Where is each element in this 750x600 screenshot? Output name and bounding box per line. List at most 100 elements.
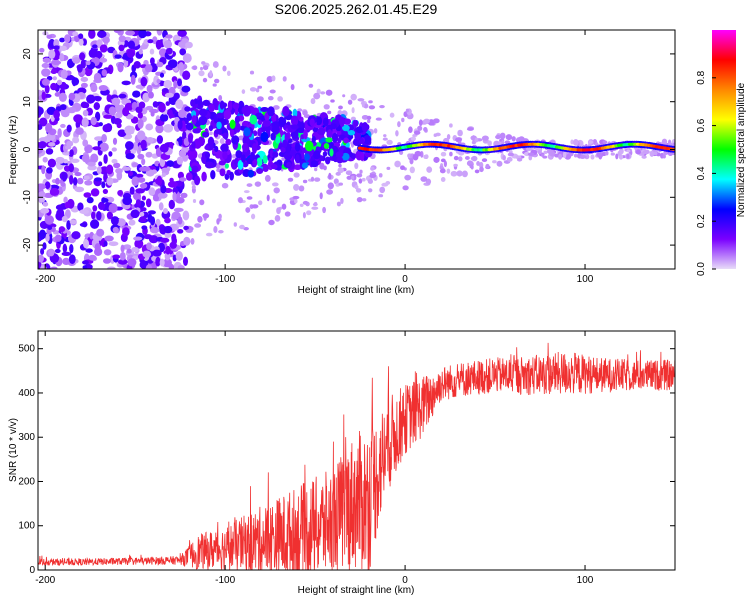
spectrogram-cell — [168, 199, 175, 210]
spectrogram-cell — [351, 175, 355, 180]
spectrogram-cell — [201, 61, 206, 65]
spectrogram-cell — [282, 139, 288, 149]
spectrogram-cell — [130, 209, 140, 219]
spectrogram-cell — [97, 30, 107, 39]
spectrogram-cell — [368, 105, 376, 110]
spectrogram-cell — [322, 151, 328, 157]
spectrogram-cell — [323, 143, 330, 149]
spectrogram-cell — [221, 182, 229, 189]
spectrogram-cell — [264, 174, 271, 182]
spectrogram-cell — [88, 48, 98, 58]
spectrogram-cell — [144, 64, 153, 73]
spectrogram-cell — [45, 123, 53, 133]
spectrogram-cell — [191, 141, 196, 149]
spectrogram-cell — [185, 172, 193, 181]
spectrogram-cell — [588, 140, 594, 144]
spectrogram-cell — [122, 227, 130, 237]
spectrogram-cell — [469, 164, 473, 169]
spectrogram-cell — [472, 135, 476, 142]
spectrogram-cell — [157, 192, 168, 199]
spectrogram-cell — [330, 99, 335, 103]
spectrogram-cell — [378, 194, 384, 198]
spectrogram-cell — [142, 250, 152, 258]
spectrogram-cell — [345, 170, 353, 176]
spectrogram-cell — [178, 177, 187, 182]
spectrogram-cell — [134, 238, 144, 249]
spectrogram-cell — [45, 233, 50, 242]
spectrogram-cell — [160, 184, 167, 194]
spectrogram-cell — [267, 106, 275, 117]
spectrogram-cell — [198, 115, 208, 126]
spectrogram-cell — [74, 186, 85, 193]
spectrogram-cell — [502, 155, 506, 161]
spectrogram-cell — [98, 201, 106, 211]
spectrogram-cell — [471, 155, 478, 162]
spectrogram-cell — [96, 210, 102, 221]
spectrogram-cell — [290, 84, 295, 91]
spectrogram-cell — [394, 160, 401, 168]
spectrogram-cell — [71, 231, 81, 240]
spectrogram-cell — [298, 185, 305, 192]
spectrogram-cell — [310, 98, 316, 105]
spectrogram-cell — [106, 176, 114, 186]
spectrogram-cell — [156, 61, 164, 68]
spectrogram-cell — [319, 192, 323, 200]
spectrogram-cell — [155, 178, 163, 185]
snr-series-line — [38, 342, 675, 570]
spectrogram-cell — [218, 94, 223, 102]
spectrogram-cell — [590, 154, 595, 160]
spectrogram-cell — [82, 260, 89, 265]
spectrogram-cell — [78, 38, 84, 46]
spectrogram-cell — [78, 33, 84, 39]
colorbar-label: Normalized spectral amplitude — [736, 82, 747, 217]
colorbar-tick-label: 0.2 — [696, 214, 707, 228]
spectrogram-cell — [378, 173, 383, 178]
spectrogram-cell — [184, 106, 191, 112]
spectrogram-cell — [161, 172, 167, 177]
spectrogram-cell — [528, 154, 533, 161]
spectrogram-cell — [64, 145, 72, 150]
spectrogram-cell — [152, 101, 159, 108]
spectrogram-cell — [237, 159, 244, 170]
spectrogram-cell — [192, 65, 198, 71]
spectrogram-cell — [272, 105, 280, 110]
y-tick-label: 0 — [22, 146, 33, 152]
spectrogram-cell — [343, 118, 351, 125]
spectrogram-cell — [127, 258, 137, 267]
spectrogram-cell — [90, 153, 99, 164]
spectrogram-cell — [249, 70, 255, 75]
spectrogram-cell — [131, 162, 139, 168]
spectrogram-cell — [178, 150, 187, 158]
spectrogram-cell — [226, 70, 231, 77]
spectrogram-cell — [85, 248, 93, 253]
spectrogram-cell — [262, 155, 268, 164]
spectrogram-cell — [90, 116, 97, 126]
spectrogram-cell — [271, 75, 276, 82]
spectrogram-cell — [38, 183, 46, 190]
spectrogram-cell — [329, 148, 334, 157]
spectrogram-cell — [317, 127, 326, 136]
spectrogram-cell — [368, 100, 373, 104]
spectrogram-cell — [337, 167, 344, 174]
spectrogram-cell — [282, 76, 287, 82]
spectrogram-cell — [443, 160, 448, 168]
spectrogram-cell — [145, 123, 154, 131]
spectrogram-cell — [297, 127, 306, 134]
spectrogram-cell — [183, 225, 189, 231]
spectrogram-cell — [141, 225, 148, 230]
spectrogram-cell — [176, 78, 183, 87]
y-tick-label: 300 — [18, 432, 35, 443]
spectrogram-cell — [558, 153, 563, 160]
spectrogram-cell — [423, 118, 430, 124]
spectrogram-cell — [176, 156, 184, 165]
spectrogram-cell — [204, 145, 210, 151]
spectrogram-cell — [382, 137, 388, 141]
spectrogram-cell — [220, 143, 229, 153]
spectrogram-cell — [50, 82, 58, 91]
spectrogram-cell — [133, 61, 141, 69]
spectrogram-cell — [455, 137, 462, 142]
spectrogram-cell — [145, 151, 153, 158]
spectrogram-cell — [133, 236, 143, 241]
spectrogram-cell — [112, 254, 121, 259]
spectrogram-cell — [177, 171, 184, 180]
